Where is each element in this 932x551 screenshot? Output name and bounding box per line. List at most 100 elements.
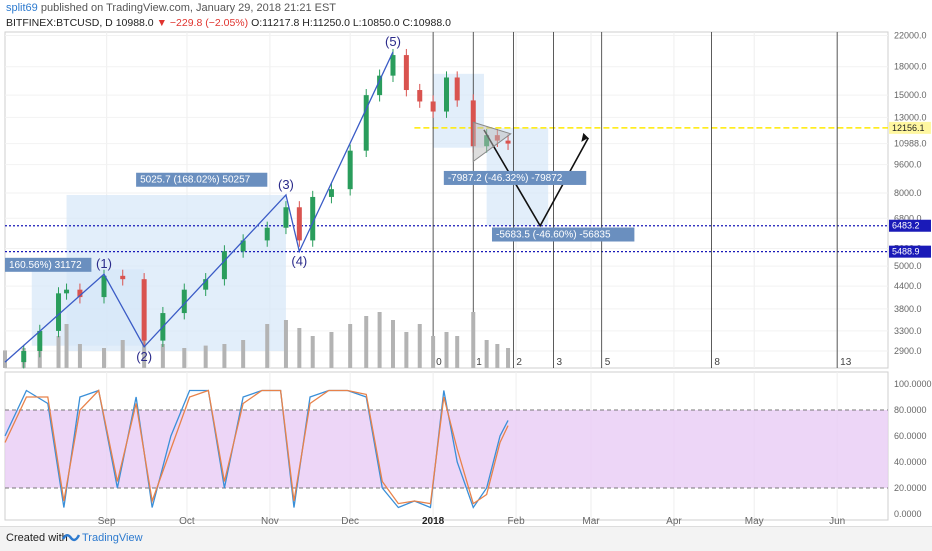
volume-bar bbox=[455, 336, 460, 368]
price-level-tag bbox=[889, 245, 931, 258]
chart-header: split69 published on TradingView.com, Ja… bbox=[0, 0, 932, 30]
fib-time-label: 2 bbox=[516, 357, 522, 368]
candle-body bbox=[390, 55, 396, 76]
candle-body bbox=[403, 55, 409, 91]
volume-bar bbox=[329, 332, 334, 368]
y-tick-label: 6800.0 bbox=[894, 213, 922, 223]
price-level-tag bbox=[889, 121, 931, 134]
volume-bar bbox=[241, 340, 246, 368]
volume-bar bbox=[3, 350, 7, 368]
candle-body bbox=[283, 207, 289, 228]
author-username[interactable]: split69 bbox=[6, 2, 38, 14]
y-tick-label: 9600.0 bbox=[894, 160, 922, 170]
measure-label-bg bbox=[443, 170, 587, 185]
y-tick-label: 10988.0 bbox=[894, 139, 927, 149]
stochastic-pane[interactable]: Sep Oct Nov Dec 2018 Feb Mar Apr May Jun 100.0000 8… bbox=[4, 371, 932, 526]
fib-time-label: 8 bbox=[714, 357, 720, 368]
stoch-tick-label: 100.0000 bbox=[894, 379, 932, 389]
volume-bar bbox=[484, 340, 489, 368]
volume-bar bbox=[364, 316, 369, 368]
projection-path bbox=[483, 129, 590, 228]
volume-bar bbox=[506, 348, 511, 368]
last-price: 10988.0 bbox=[115, 17, 154, 29]
volume-bar bbox=[390, 320, 395, 368]
y-tick-label: 5000.0 bbox=[894, 261, 922, 271]
volume-bar bbox=[222, 344, 227, 368]
candle-body bbox=[120, 275, 126, 280]
y-tick-label: 13000.0 bbox=[894, 112, 927, 122]
volume-bar bbox=[142, 332, 147, 368]
fib-time-label: 0 bbox=[436, 357, 442, 368]
volume-bar bbox=[160, 344, 165, 368]
candle-body bbox=[296, 207, 302, 241]
footer-bar: Created with TradingView bbox=[0, 526, 932, 551]
stoch-tick-label: 80.0000 bbox=[894, 405, 927, 415]
published-text: published on TradingView.com, January 29… bbox=[40, 2, 337, 14]
candle-body bbox=[141, 279, 147, 341]
volume-bar bbox=[120, 340, 125, 368]
stoch-tick-label: 20.0000 bbox=[894, 483, 927, 493]
stoch-band bbox=[5, 410, 888, 488]
candle-body bbox=[77, 289, 83, 298]
stoch-tick-label: 60.0000 bbox=[894, 431, 927, 441]
x-tick-label: May bbox=[745, 516, 764, 526]
tradingview-logo-icon bbox=[62, 534, 80, 542]
stoch-tick-label: 0.0000 bbox=[894, 509, 922, 519]
projection-arrow-head bbox=[581, 132, 589, 142]
candle-body bbox=[240, 240, 246, 252]
tradingview-brand[interactable]: TradingView bbox=[82, 532, 143, 544]
candle-body bbox=[347, 150, 353, 190]
wave-label: (1) bbox=[96, 256, 112, 271]
stoch-tick-label: 40.0000 bbox=[894, 457, 927, 467]
measure-label: 160.56%) 31172 bbox=[9, 260, 82, 271]
fib-time-label: 13 bbox=[840, 357, 852, 368]
measure-label-bg bbox=[5, 257, 92, 272]
ohlc-values: O:11217.8 H:11250.0 L:10850.0 C:10988.0 bbox=[251, 17, 451, 29]
volume-bar bbox=[404, 332, 409, 368]
y-tick-label: 2900.0 bbox=[894, 346, 922, 356]
fib-time-label: 5 bbox=[605, 357, 611, 368]
x-tick-label: Nov bbox=[261, 516, 279, 526]
x-tick-label: Feb bbox=[507, 516, 525, 526]
candle-body bbox=[37, 330, 43, 351]
volume-bar bbox=[417, 324, 422, 368]
x-tick-label: Apr bbox=[666, 516, 682, 526]
wave-label: (5) bbox=[385, 34, 401, 49]
x-tick-label: Oct bbox=[179, 516, 195, 526]
volume-bar bbox=[471, 312, 476, 368]
wave-label: (4) bbox=[291, 253, 307, 268]
measure-label: 5025.7 (168.02%) 50257 bbox=[140, 175, 251, 186]
wave-path bbox=[4, 51, 394, 363]
wave-label: (3) bbox=[278, 177, 294, 192]
wave-label: (2) bbox=[136, 349, 152, 364]
y-tick-label: 15000.0 bbox=[894, 90, 927, 100]
volume-bar bbox=[297, 328, 302, 368]
candle-body bbox=[505, 140, 511, 144]
symbol-label: BITFINEX:BTCUSD, D bbox=[6, 17, 113, 29]
volume-bar bbox=[444, 332, 449, 368]
publish-info: split69 published on TradingView.com, Ja… bbox=[6, 2, 336, 14]
x-tick-label: Mar bbox=[582, 516, 600, 526]
x-tick-label: Jun bbox=[829, 516, 845, 526]
volume-bar bbox=[283, 320, 288, 368]
measure-label: -5683.5 (-46.60%) -56835 bbox=[496, 230, 611, 241]
y-tick-label: 3300.0 bbox=[894, 326, 922, 336]
y-tick-label: 8000.0 bbox=[894, 188, 922, 198]
chart-canvas[interactable]: 22000.018000.015000.013000.010988.09600.… bbox=[0, 0, 932, 526]
y-tick-label: 3800.0 bbox=[894, 304, 922, 314]
candle-body bbox=[64, 289, 70, 294]
candle-body bbox=[203, 279, 209, 290]
volume-bar bbox=[56, 336, 61, 368]
candle-body bbox=[56, 293, 62, 331]
price-pane[interactable]: 22000.018000.015000.013000.010988.09600.… bbox=[3, 30, 931, 369]
fib-time-label: 1 bbox=[476, 357, 482, 368]
x-tick-label: Dec bbox=[341, 516, 359, 526]
volume-bar bbox=[102, 348, 107, 368]
volume-bar bbox=[495, 344, 500, 368]
volume-bar bbox=[348, 324, 353, 368]
y-tick-label: 18000.0 bbox=[894, 62, 927, 72]
measure-label-bg bbox=[136, 172, 268, 187]
candle-body bbox=[363, 95, 369, 151]
triangle-pattern bbox=[472, 121, 512, 163]
y-tick-label: 4400.0 bbox=[894, 281, 922, 291]
